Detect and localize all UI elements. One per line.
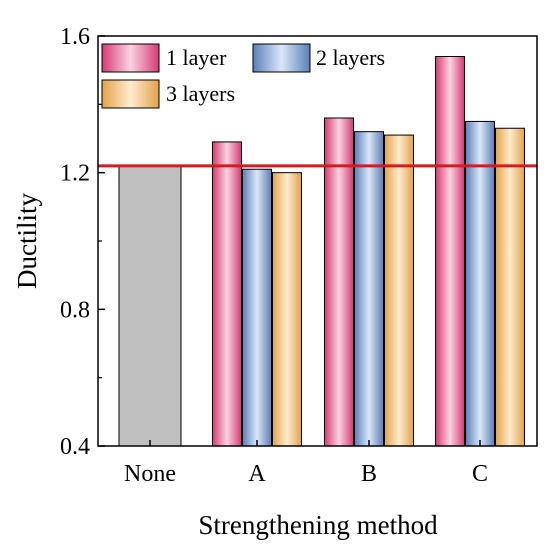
legend-label: 2 layers <box>316 45 385 70</box>
legend-swatch <box>101 43 160 73</box>
y-tick-label: 0.8 <box>60 297 90 323</box>
bar-B-2-layers <box>354 131 384 447</box>
bar-A-3-layers <box>272 172 302 447</box>
x-tick-label: A <box>248 461 266 487</box>
legend-swatch <box>101 79 160 109</box>
x-axis: None A B C <box>124 440 488 487</box>
legend: 1 layer 2 layers 3 layers <box>101 43 385 109</box>
x-tick-label: B <box>361 461 377 487</box>
bar-A-1-layer <box>212 141 242 447</box>
bar-A-2-layers <box>242 168 272 447</box>
y-tick-label: 0.4 <box>60 434 90 460</box>
y-axis-title: Ductility <box>12 193 42 289</box>
y-axis: 0.4 0.8 1.2 1.6 <box>60 24 105 460</box>
x-tick-label: None <box>124 461 176 487</box>
y-tick-label: 1.2 <box>60 161 90 187</box>
y-tick-label: 1.6 <box>60 24 90 50</box>
bar-none <box>118 165 182 447</box>
legend-label: 3 layers <box>166 81 235 106</box>
legend-label: 1 layer <box>166 45 227 70</box>
bar-C-3-layers <box>495 127 525 447</box>
bar-B-1-layer <box>324 117 354 447</box>
bar-C-2-layers <box>465 120 495 447</box>
bars-layer <box>118 56 525 447</box>
legend-swatch <box>252 43 311 73</box>
x-tick-label: C <box>472 461 488 487</box>
x-axis-title: Strengthening method <box>198 510 438 540</box>
bar-B-3-layers <box>384 134 414 447</box>
bar-C-1-layer <box>435 56 465 447</box>
